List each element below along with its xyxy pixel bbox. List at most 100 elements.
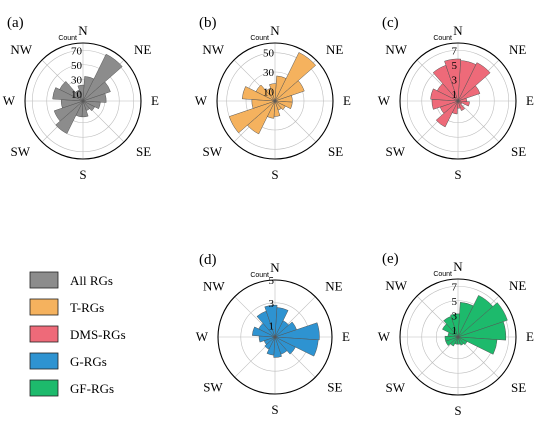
- direction-label-s: S: [79, 167, 86, 182]
- direction-label-e: E: [526, 329, 534, 344]
- rose-bar: [457, 336, 468, 345]
- direction-label-w: W: [195, 93, 208, 108]
- rose-bar: [457, 321, 507, 341]
- direction-label-ne: NE: [509, 42, 526, 57]
- direction-label-sw: SW: [10, 144, 30, 159]
- legend-label-dms-rgs: DMS-RGs: [70, 327, 126, 342]
- rose-bar: [274, 336, 319, 357]
- direction-label-n: N: [78, 23, 88, 38]
- rose-bar: [77, 84, 85, 102]
- direction-label-sw: SW: [385, 380, 405, 395]
- rose-bar: [274, 52, 317, 102]
- rose-bar: [430, 88, 459, 102]
- direction-label-sw: SW: [203, 379, 223, 394]
- rose-bar: [274, 336, 296, 355]
- radial-tick-label: 5: [452, 296, 458, 308]
- outer-ring: [399, 278, 517, 396]
- rose-bar: [264, 336, 276, 350]
- rose-bar: [273, 336, 282, 358]
- count-axis-label: Count: [250, 35, 269, 42]
- direction-label-w: W: [196, 329, 209, 344]
- direction-label-nw: NW: [10, 42, 32, 57]
- outer-ring: [399, 42, 517, 160]
- rose-bar: [435, 100, 459, 128]
- direction-label-s: S: [454, 167, 461, 182]
- legend-swatch-dms-rgs: [29, 325, 59, 343]
- direction-label-sw: SW: [202, 144, 222, 159]
- count-axis-label: Count: [58, 35, 77, 42]
- direction-label-nw: NW: [203, 279, 225, 294]
- legend-item-dms-rgs: DMS-RGs: [29, 325, 126, 343]
- radial-tick-label: 70: [71, 45, 83, 57]
- radial-tick-label: 3: [269, 298, 275, 310]
- direction-label-se: SE: [511, 380, 526, 395]
- count-axis-label: Count: [433, 271, 452, 278]
- rose-bar: [55, 100, 84, 134]
- legend-label-gf-rgs: GF-RGs: [70, 381, 114, 396]
- direction-label-n: N: [270, 260, 280, 275]
- rose-bar: [82, 53, 123, 102]
- legend-swatch-all-rgs: [29, 271, 59, 289]
- direction-label-se: SE: [511, 144, 526, 159]
- rose-bar: [82, 100, 96, 112]
- panel-label: (b): [199, 15, 217, 31]
- legend-label-t-rgs: T-RGs: [70, 300, 104, 315]
- outer-ring: [217, 279, 333, 395]
- rose-bar: [269, 83, 277, 102]
- direction-label-w: W: [3, 93, 16, 108]
- direction-label-nw: NW: [385, 278, 407, 293]
- direction-label-nw: NW: [202, 42, 224, 57]
- legend-item-t-rgs: T-RGs: [29, 298, 104, 316]
- direction-label-sw: SW: [385, 144, 405, 159]
- rose-bar: [450, 313, 460, 338]
- legend-swatch-gf-rgs: [29, 379, 59, 397]
- panel-label: (d): [199, 252, 217, 268]
- rose-bar: [457, 85, 481, 102]
- radial-tick-label: 10: [71, 89, 83, 101]
- outer-ring: [24, 42, 142, 160]
- radial-tick-label: 1: [452, 325, 458, 337]
- rose-bar: [457, 336, 498, 355]
- direction-label-ne: NE: [325, 279, 342, 294]
- legend-item-g-rgs: G-RGs: [29, 352, 107, 370]
- rose-bar: [228, 100, 276, 134]
- rose-bar: [53, 100, 84, 122]
- legend-label-all-rgs: All RGs: [70, 273, 113, 288]
- rose-bar: [457, 62, 491, 102]
- radial-tick-label: 1: [452, 89, 458, 101]
- rose-bar: [241, 86, 276, 102]
- panel-label: (e): [382, 251, 399, 267]
- direction-label-w: W: [378, 93, 391, 108]
- direction-label-ne: NE: [326, 42, 343, 57]
- rose-bar: [274, 80, 305, 102]
- rose-bar: [444, 335, 459, 342]
- direction-label-se: SE: [327, 379, 342, 394]
- legend-item-all-rgs: All RGs: [29, 271, 113, 289]
- direction-label-se: SE: [328, 144, 343, 159]
- count-axis-label: Count: [433, 35, 452, 42]
- rose-bar: [82, 93, 107, 103]
- direction-label-nw: NW: [385, 42, 407, 57]
- rose-bar: [82, 81, 111, 102]
- rose-bar: [444, 58, 462, 102]
- legend: All RGs T-RGs DMS-RGs G-RGs GF-RGs: [29, 271, 126, 397]
- direction-label-s: S: [271, 167, 278, 182]
- rose-bar: [264, 304, 278, 338]
- direction-label-s: S: [454, 403, 461, 418]
- direction-label-e: E: [343, 93, 351, 108]
- rose-bar: [274, 322, 320, 341]
- rose-bar: [274, 100, 286, 111]
- panel-label: (a): [7, 15, 24, 31]
- direction-label-n: N: [453, 23, 463, 38]
- direction-label-e: E: [151, 93, 159, 108]
- rose-bar: [457, 336, 465, 346]
- radial-tick-label: 5: [452, 60, 458, 72]
- direction-label-n: N: [453, 259, 463, 274]
- direction-label-se: SE: [136, 144, 151, 159]
- legend-item-gf-rgs: GF-RGs: [29, 379, 114, 397]
